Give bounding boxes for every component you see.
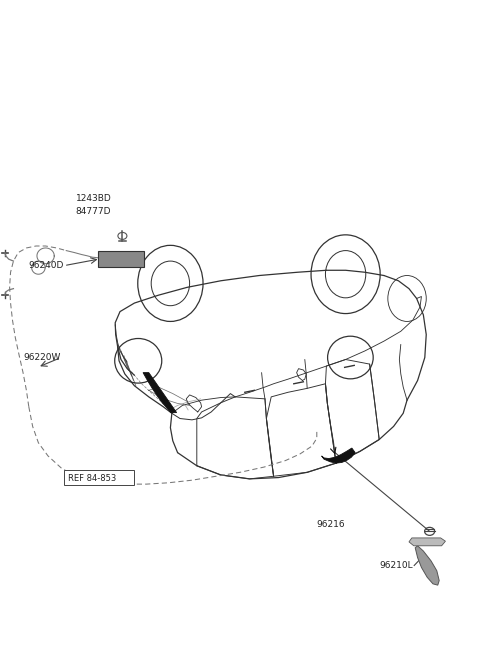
Text: 1243BD: 1243BD [76, 194, 111, 203]
FancyBboxPatch shape [64, 470, 134, 485]
Polygon shape [409, 538, 445, 546]
Bar [98, 251, 144, 267]
Text: 96240D: 96240D [29, 261, 64, 270]
Polygon shape [322, 448, 355, 463]
Text: 96210L: 96210L [379, 561, 413, 570]
Text: 96220W: 96220W [23, 353, 60, 362]
Polygon shape [415, 546, 439, 585]
Text: 84777D: 84777D [76, 207, 111, 216]
Text: 96216: 96216 [317, 520, 346, 529]
Polygon shape [143, 373, 177, 413]
Text: REF 84-853: REF 84-853 [68, 474, 117, 483]
